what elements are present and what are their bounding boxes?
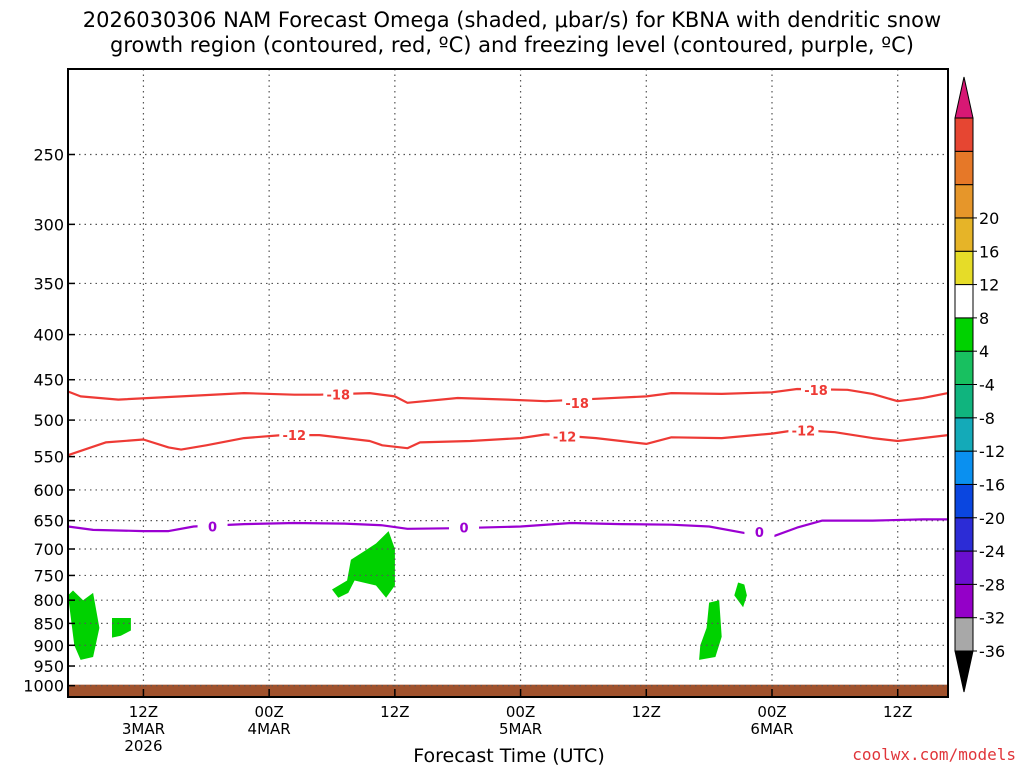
colorbar-box-2 xyxy=(954,550,974,585)
colorbar-label-3: -24 xyxy=(979,542,1005,561)
ytick-label-400: 400 xyxy=(33,326,64,345)
freezing-level-0-label-bg-0 xyxy=(197,518,228,535)
colorbar-label-12: 16 xyxy=(979,242,999,261)
xtick-label-42-2: 5MAR xyxy=(499,720,542,738)
ytick-label-650: 650 xyxy=(33,512,64,531)
dendritic-18-label-1: -18 xyxy=(565,397,589,412)
plot-frame xyxy=(67,68,949,698)
xtick-label-22-1: 00Z xyxy=(254,703,283,721)
ytick-label-500: 500 xyxy=(33,411,64,430)
xtick-label-32-1: 12Z xyxy=(380,703,409,721)
colorbar-tri-low xyxy=(954,650,974,693)
freezing-level-0-label-bg-1 xyxy=(449,519,479,536)
dendritic-12-label-1: -12 xyxy=(553,431,577,446)
colorbar-label-0: -36 xyxy=(979,642,1005,661)
freezing-level-0-label-2: 0 xyxy=(755,526,764,541)
ytick-label-250: 250 xyxy=(33,145,64,164)
dendritic-12-label-0: -12 xyxy=(283,429,307,444)
chart-title-line-2: growth region (contoured, red, ºC) and f… xyxy=(110,33,914,57)
x-axis-label: Forecast Time (UTC) xyxy=(413,745,605,767)
dendritic-12-label-2: -12 xyxy=(792,425,816,440)
dendritic-18-label-2: -18 xyxy=(804,384,828,399)
colorbar-label-11: 12 xyxy=(979,276,999,295)
ytick-label-300: 300 xyxy=(33,215,64,234)
xtick-label-52-1: 12Z xyxy=(632,703,661,721)
ytick-label-600: 600 xyxy=(33,481,64,500)
freezing-level-0-label-1: 0 xyxy=(459,522,468,537)
xtick-label-22-2: 4MAR xyxy=(248,720,291,738)
ytick-label-1000: 1000 xyxy=(23,677,64,696)
colorbar-box-8 xyxy=(954,350,974,385)
colorbar-box-15 xyxy=(954,117,974,152)
xtick-label-62-2: 6MAR xyxy=(750,720,793,738)
colorbar-box-13 xyxy=(954,184,974,219)
colorbar-box-11 xyxy=(954,250,974,286)
colorbar-box-0 xyxy=(954,617,974,652)
dendritic-12-label-bg-1 xyxy=(549,428,580,445)
ytick-label-750: 750 xyxy=(33,566,64,585)
freezing-level-0-label-0: 0 xyxy=(208,520,217,535)
colorbar-label-4: -20 xyxy=(979,509,1005,528)
dendritic-12-label-bg-0 xyxy=(279,427,310,444)
colorbar-label-1: -32 xyxy=(979,609,1005,628)
colorbar-box-7 xyxy=(954,384,974,419)
colorbar-label-2: -28 xyxy=(979,575,1005,594)
ytick-label-550: 550 xyxy=(33,448,64,467)
ytick-label-700: 700 xyxy=(33,540,64,559)
xtick-label-12-1: 12Z xyxy=(129,703,158,721)
ytick-label-350: 350 xyxy=(33,274,64,293)
colorbar-label-13: 20 xyxy=(979,209,999,228)
dendritic-18-label-0: -18 xyxy=(327,389,351,404)
omega-green-c xyxy=(332,531,395,598)
chart-title-line-1: 2026030306 NAM Forecast Omega (shaded, μ… xyxy=(82,8,942,32)
omega-green-e xyxy=(699,600,722,660)
xtick-label-12-3: 2026 xyxy=(124,737,162,755)
colorbar-label-8: -4 xyxy=(979,376,995,395)
colorbar-box-1 xyxy=(954,583,974,619)
omega-green-b xyxy=(112,618,131,638)
colorbar-label-7: -8 xyxy=(979,409,995,428)
colorbar-box-9 xyxy=(954,317,974,352)
colorbar-label-6: -12 xyxy=(979,442,1005,461)
colorbar-box-5 xyxy=(954,450,974,485)
dendritic-18-label-bg-0 xyxy=(323,386,354,403)
colorbar-label-5: -16 xyxy=(979,475,1005,494)
colorbar-box-4 xyxy=(954,483,974,519)
colorbar-box-3 xyxy=(954,517,974,552)
ytick-label-900: 900 xyxy=(33,636,64,655)
freezing-level-0-label-bg-2 xyxy=(744,524,775,541)
ground-surface xyxy=(68,684,948,697)
dendritic-12-line xyxy=(67,428,949,457)
ytick-label-850: 850 xyxy=(33,614,64,633)
omega-green-d xyxy=(734,582,747,608)
ytick-label-450: 450 xyxy=(33,371,64,390)
colorbar-box-14 xyxy=(954,150,974,186)
xtick-label-72-1: 12Z xyxy=(883,703,912,721)
freezing-level-0-line xyxy=(67,518,948,538)
xtick-label-42-1: 00Z xyxy=(506,703,535,721)
colorbar-box-12 xyxy=(954,217,974,252)
ytick-label-950: 950 xyxy=(33,657,64,676)
colorbar-box-6 xyxy=(954,417,974,452)
colorbar-label-9: 4 xyxy=(979,342,989,361)
omega-green-a xyxy=(68,590,100,660)
dendritic-18-label-bg-1 xyxy=(562,394,593,411)
xtick-label-12-2: 3MAR xyxy=(122,720,165,738)
xtick-label-62-1: 00Z xyxy=(757,703,786,721)
colorbar-box-10 xyxy=(954,284,974,319)
colorbar-tri-high xyxy=(954,76,974,119)
ytick-label-800: 800 xyxy=(33,591,64,610)
dendritic-18-line xyxy=(67,387,949,404)
colorbar-label-10: 8 xyxy=(979,309,989,328)
source-credit: coolwx.com/models xyxy=(852,745,1016,764)
dendritic-18-label-bg-2 xyxy=(801,381,831,398)
dendritic-12-label-bg-2 xyxy=(788,422,819,439)
